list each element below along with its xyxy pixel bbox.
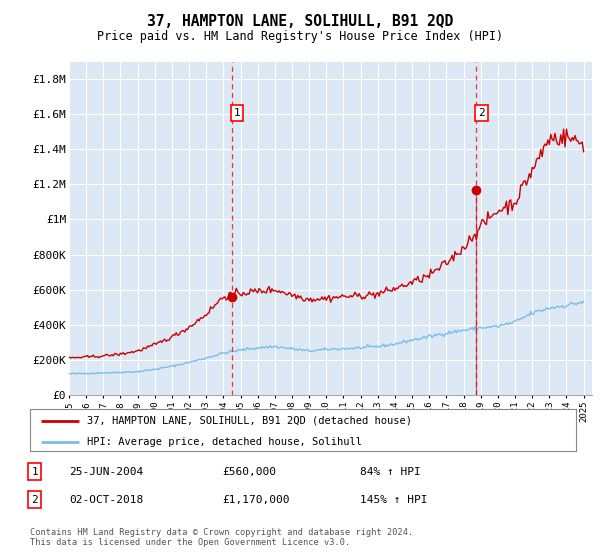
Text: £1,170,000: £1,170,000	[222, 494, 290, 505]
Text: £560,000: £560,000	[222, 466, 276, 477]
Text: 37, HAMPTON LANE, SOLIHULL, B91 2QD (detached house): 37, HAMPTON LANE, SOLIHULL, B91 2QD (det…	[88, 416, 412, 426]
Text: Price paid vs. HM Land Registry's House Price Index (HPI): Price paid vs. HM Land Registry's House …	[97, 30, 503, 43]
Text: 84% ↑ HPI: 84% ↑ HPI	[360, 466, 421, 477]
Text: 2: 2	[31, 494, 38, 505]
Text: 1: 1	[233, 108, 241, 118]
Text: 25-JUN-2004: 25-JUN-2004	[69, 466, 143, 477]
Text: 02-OCT-2018: 02-OCT-2018	[69, 494, 143, 505]
Text: Contains HM Land Registry data © Crown copyright and database right 2024.
This d: Contains HM Land Registry data © Crown c…	[30, 528, 413, 547]
Text: 1: 1	[31, 466, 38, 477]
Text: 2: 2	[478, 108, 485, 118]
Text: HPI: Average price, detached house, Solihull: HPI: Average price, detached house, Soli…	[88, 437, 362, 446]
Text: 145% ↑ HPI: 145% ↑ HPI	[360, 494, 427, 505]
Text: 37, HAMPTON LANE, SOLIHULL, B91 2QD: 37, HAMPTON LANE, SOLIHULL, B91 2QD	[147, 14, 453, 29]
